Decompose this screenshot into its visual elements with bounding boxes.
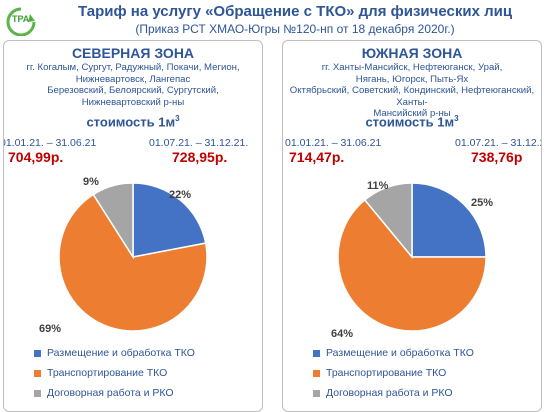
page-title: Тариф на услугу «Обращение с ТКО» для фи…	[77, 3, 513, 20]
zone-cities: гг. Когалым, Сургут, Радужный, Покачи, М…	[8, 62, 258, 108]
data-label-transport: 64%	[331, 328, 354, 340]
data-label-placement: 25%	[471, 197, 494, 209]
cities-line: Нижневартовский р-ны	[81, 96, 185, 108]
cost-heading: стоимость 1м3	[283, 114, 541, 129]
cities-line: Октябрьский, Советский, Кондинский, Нефт…	[289, 85, 535, 108]
legend-label: Договорная работа и РКО	[326, 387, 453, 400]
price-first-half: 714,47р.	[289, 149, 345, 165]
legend-label: Транспортирование ТКО	[47, 367, 168, 380]
period-first-half: 01.01.21. – 31.06.21	[3, 137, 97, 149]
cities-line: гг. Ханты-Мансийск, Нефтеюганск, Урай,	[321, 62, 503, 73]
cost-heading: стоимость 1м3	[4, 114, 262, 129]
legend: Размещение и обработка ТКО Транспортиров…	[34, 347, 195, 407]
period-second-half: 01.07.21. – 31.12.21.	[455, 137, 541, 149]
legend-item-transport: Транспортирование ТКО	[313, 367, 474, 387]
pie-slice-placement	[132, 182, 207, 258]
price-second-half: 738,76р	[471, 149, 523, 165]
logo-text: ТРА-	[12, 14, 33, 24]
zone-cities: гг. Ханты-Мансийск, Нефтеюганск, Урай, Н…	[287, 62, 537, 120]
logo-icon	[6, 7, 36, 36]
price-first-half: 704,99р.	[8, 149, 64, 165]
period-second-half: 01.07.21. – 31.12.21.	[149, 137, 249, 149]
data-label-contract: 9%	[83, 176, 99, 188]
cost-label: стоимость 1м	[86, 114, 176, 130]
legend-swatch	[34, 349, 41, 357]
legend-swatch	[313, 349, 320, 357]
legend: Размещение и обработка ТКО Транспортиров…	[313, 347, 474, 407]
pie-slice-placement	[411, 182, 487, 258]
pie-slice-transport	[337, 198, 487, 332]
zone-name: ЮЖНАЯ ЗОНА	[361, 45, 463, 61]
data-label-transport: 69%	[39, 323, 62, 335]
page-subtitle: (Приказ РСТ ХМАО-Югры №120-нп от 18 дека…	[135, 22, 455, 36]
pie-chart-south	[337, 182, 487, 332]
cost-label: стоимость 1м	[365, 114, 455, 130]
legend-label: Договорная работа и РКО	[47, 387, 174, 400]
cities-line: гг. Когалым, Сургут, Радужный, Покачи, М…	[26, 62, 240, 73]
zone-name: СЕВЕРНАЯ ЗОНА	[71, 45, 195, 61]
data-label-contract: 11%	[367, 180, 389, 192]
data-label-placement: 22%	[169, 189, 192, 201]
legend-item-contract: Договорная работа и РКО	[313, 387, 474, 407]
legend-swatch	[313, 389, 320, 397]
period-first-half: 01.01.21. – 31.06.21	[285, 137, 382, 149]
price-second-half: 728,95р.	[172, 149, 228, 165]
pie-slice-contract	[363, 182, 413, 260]
cities-line: Нягань, Югорск, Пыть-Ях	[355, 73, 469, 85]
cities-line: Березовский, Белоярский, Сургутский,	[47, 85, 219, 97]
cities-line: Мансийский р-ны	[373, 108, 451, 120]
legend-item-placement: Размещение и обработка ТКО	[34, 347, 195, 367]
north-zone-panel: СЕВЕРНАЯ ЗОНА гг. Когалым, Сургут, Радуж…	[3, 40, 263, 412]
cost-unit: 3	[175, 114, 180, 123]
legend-label: Транспортирование ТКО	[326, 367, 447, 380]
legend-swatch	[34, 389, 41, 397]
cities-line: Нижневартовск, Лангепас	[75, 73, 191, 85]
pie-slice-contract	[92, 182, 134, 260]
legend-swatch	[313, 369, 320, 377]
legend-item-placement: Размещение и обработка ТКО	[313, 347, 474, 367]
south-zone-panel: ЮЖНАЯ ЗОНА гг. Ханты-Мансийск, Нефтеюган…	[282, 40, 542, 412]
legend-item-transport: Транспортирование ТКО	[34, 367, 195, 387]
pie-chart-north	[58, 182, 208, 332]
legend-item-contract: Договорная работа и РКО	[34, 387, 195, 407]
legend-label: Размещение и обработка ТКО	[326, 347, 474, 360]
legend-swatch	[34, 369, 41, 377]
cost-unit: 3	[454, 114, 459, 123]
legend-label: Размещение и обработка ТКО	[47, 347, 195, 360]
pie-slice-transport	[58, 193, 208, 332]
